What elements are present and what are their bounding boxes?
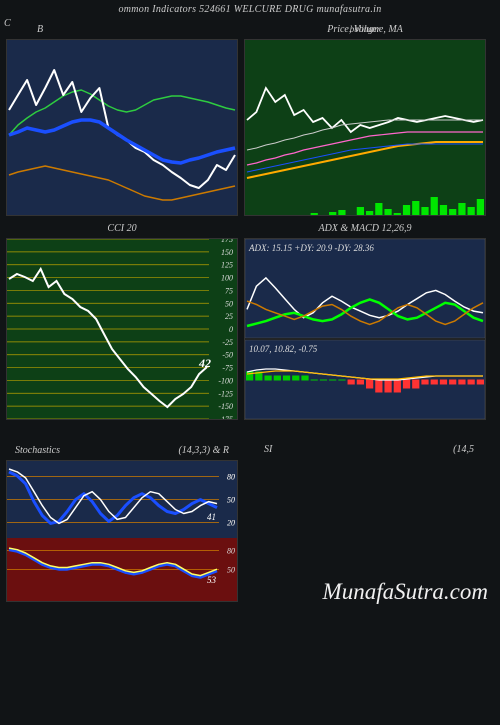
svg-text:0: 0: [229, 325, 233, 334]
svg-text:42: 42: [198, 356, 211, 370]
svg-text:125: 125: [221, 261, 233, 270]
chart-price: [245, 40, 485, 215]
chart-stoch: 20508080502041805053: [7, 461, 237, 601]
svg-text:-150: -150: [218, 402, 233, 411]
page-header: ommon Indicators 524661 WELCURE DRUG mun…: [0, 0, 500, 19]
stoch-title-row: Stochastics (14,3,3) & R: [7, 445, 237, 456]
price-title-overlay: bblinger: [245, 24, 485, 34]
panel-cci: CCI 20 -175-150-125-100-75-50-2502550751…: [6, 238, 238, 420]
svg-text:150: 150: [221, 248, 233, 257]
svg-text:80: 80: [227, 472, 235, 481]
rsi-title-row: SI (14,5: [244, 444, 494, 455]
panel-price: Price, Volume, MA bblinger: [244, 39, 486, 216]
svg-text:-50: -50: [222, 351, 233, 360]
svg-text:50: 50: [227, 566, 235, 575]
svg-text:-75: -75: [222, 364, 233, 373]
svg-text:53: 53: [207, 575, 217, 585]
row-1: B Price, Volume, MA bblinger: [0, 37, 500, 218]
chart-cci: -175 -150 -125 -100 -75 -50 -25 0 25 50 75 100 125 15…: [7, 239, 237, 419]
svg-text:75: 75: [225, 286, 233, 295]
svg-text:80: 80: [227, 547, 235, 556]
svg-text:175: 175: [221, 239, 233, 244]
svg-text:100: 100: [221, 274, 233, 283]
svg-text:-125: -125: [218, 389, 233, 398]
svg-text:10.07, 10.82, -0.75: 10.07, 10.82, -0.75: [249, 344, 318, 354]
chart-bb: [7, 40, 237, 215]
cci-title: CCI 20: [7, 223, 237, 234]
rsi-title-right: (14,5: [453, 444, 474, 455]
svg-text:-100: -100: [218, 376, 233, 385]
svg-text:50: 50: [227, 496, 235, 505]
rsi-title-si: SI: [264, 444, 272, 455]
bb-title: B: [7, 24, 237, 35]
svg-text:-25: -25: [222, 338, 233, 347]
watermark: MunafaSutra.com: [323, 579, 488, 605]
svg-text:-175: -175: [218, 415, 233, 419]
row-2: CCI 20 -175-150-125-100-75-50-2502550751…: [0, 236, 500, 422]
chart-adx: ADX: 15.15 +DY: 20.9 -DY: 28.36 10.07, 10…: [245, 239, 485, 419]
svg-text:ADX: 15.15 +DY: 20.9 -DY: 28.3: ADX: 15.15 +DY: 20.9 -DY: 28.36: [248, 243, 374, 253]
panel-bb: B: [6, 39, 238, 216]
svg-text:20: 20: [227, 519, 235, 528]
svg-text:41: 41: [207, 512, 216, 522]
adx-title: ADX & MACD 12,26,9: [245, 223, 485, 234]
stoch-title-right: (14,3,3) & R: [178, 445, 229, 456]
svg-text:50: 50: [225, 299, 233, 308]
panel-stoch: Stochastics (14,3,3) & R 205080805020418…: [6, 460, 238, 602]
svg-text:25: 25: [225, 312, 233, 321]
panel-adx: ADX & MACD 12,26,9 ADX: 15.15 +DY: 20.9 …: [244, 238, 486, 420]
stoch-title-left: Stochastics: [15, 445, 60, 456]
